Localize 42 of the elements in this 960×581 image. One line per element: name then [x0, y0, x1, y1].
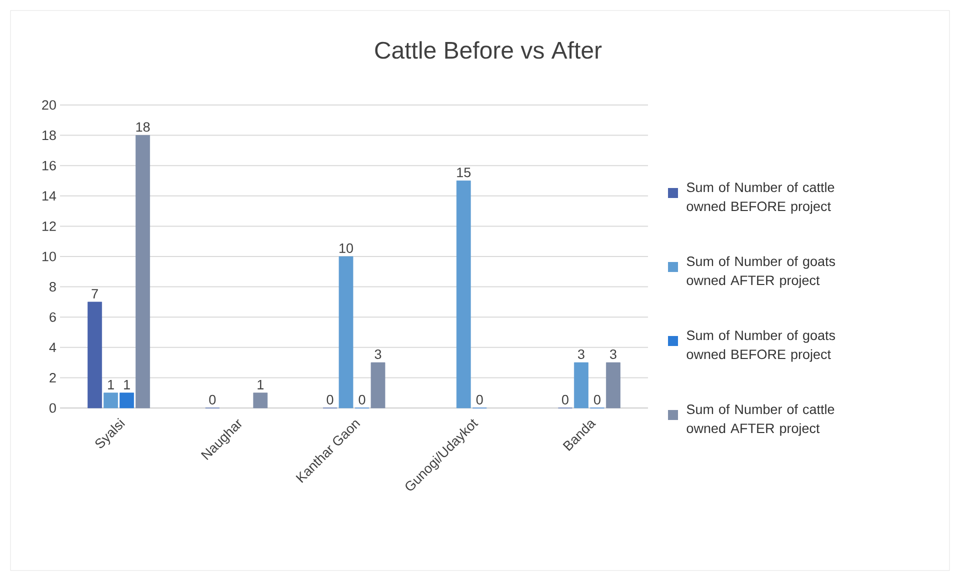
- bar: [104, 392, 118, 408]
- bar: [574, 362, 588, 408]
- data-label: 1: [124, 380, 130, 390]
- data-label: 15: [457, 168, 471, 178]
- chart-title: Cattle Before vs After: [375, 41, 602, 59]
- data-label: 7: [92, 289, 98, 298]
- legend-label: Sum of Number of cattle owned BEFORE project: [686, 182, 834, 214]
- y-tick-label: 8: [50, 282, 56, 292]
- bar: [338, 256, 354, 408]
- bar: [253, 392, 268, 408]
- y-tick-label: 4: [49, 342, 56, 352]
- data-label: 3: [578, 349, 584, 360]
- y-tick-label: 2: [50, 372, 56, 382]
- bar: [88, 302, 102, 408]
- data-label: 1: [258, 380, 264, 390]
- y-tick-label: 18: [42, 130, 56, 140]
- y-tick-label: 14: [42, 191, 56, 201]
- bar: [456, 180, 471, 408]
- y-tick-label: 10: [42, 252, 56, 262]
- legend-label: Sum of Number of cattle owned AFTER project: [686, 404, 834, 436]
- legend-label: Sum of Number of goats owned AFTER project: [686, 256, 836, 288]
- legend-label: Sum of Number of goats owned BEFORE project: [686, 330, 836, 362]
- data-label: 1: [108, 380, 114, 390]
- data-label: 0: [358, 394, 366, 404]
- bar: [606, 362, 620, 408]
- data-label: 0: [209, 394, 216, 404]
- y-tick-label: 20: [42, 100, 56, 110]
- y-tick-label: 16: [42, 160, 56, 170]
- data-label: 10: [340, 243, 353, 253]
- y-tick-label: 0: [49, 403, 56, 413]
- bar: [120, 392, 134, 408]
- data-label: 0: [594, 394, 600, 404]
- data-label: 0: [326, 394, 334, 404]
- data-label: 3: [374, 349, 382, 360]
- y-tick-label: 6: [50, 312, 56, 322]
- bar: [136, 135, 150, 408]
- data-label: 3: [610, 349, 616, 360]
- data-label: 0: [562, 394, 568, 404]
- data-label: 18: [136, 122, 150, 132]
- bar: [370, 362, 386, 408]
- data-label: 0: [476, 394, 483, 404]
- y-tick-label: 12: [42, 221, 56, 231]
